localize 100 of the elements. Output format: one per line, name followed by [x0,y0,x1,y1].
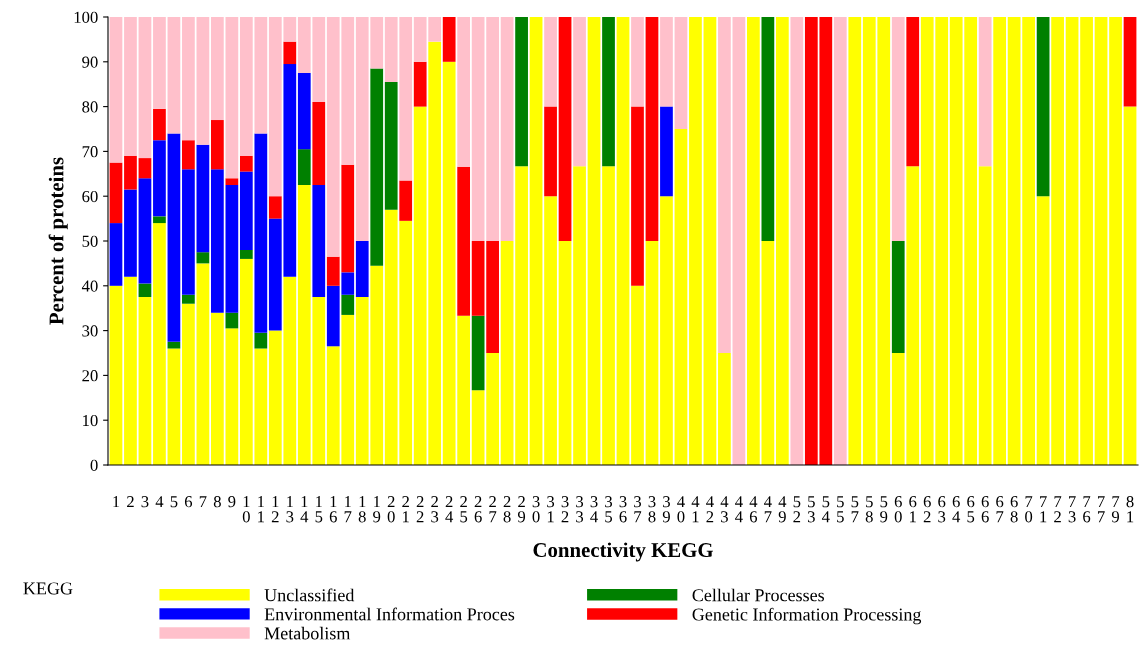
x-tick-label: 27 [489,496,497,523]
bar [124,155,137,190]
bar [674,17,688,129]
x-tick-label: 58 [865,496,873,523]
bar [833,17,847,465]
x-tick-label: 40 [677,496,685,523]
x-tick-label: 1 [113,496,120,508]
bar [500,241,514,465]
x-tick-label: 22 [416,496,424,523]
x-tick-label: 19 [373,496,381,523]
bar [124,276,137,465]
y-tick-label: 100 [74,11,98,23]
bar [732,17,746,465]
x-tick-label: 13 [286,496,294,523]
bar [631,106,644,286]
x-tick-label: 18 [358,496,366,523]
x-tick-label: 26 [474,496,482,523]
x-tick-label: 7 [199,496,207,508]
x-tick-label: 25 [460,496,468,523]
bar [153,108,166,141]
bar [573,166,586,465]
bar [297,149,311,185]
x-tick-label: 76 [1083,496,1091,523]
x-tick-label: 21 [402,496,409,523]
y-tick-label: 90 [82,56,98,68]
bar [631,285,644,465]
bar [153,17,166,109]
x-tick-label: 61 [909,496,917,523]
bar [660,17,673,107]
bar [906,17,920,167]
bar [978,17,992,167]
x-tick-label: 16 [329,496,337,523]
x-tick-label: 55 [837,496,844,523]
x-tick-label: 35 [605,496,613,523]
bar [239,155,253,172]
x-tick-label: 60 [894,496,902,523]
bar [254,332,268,349]
bar [211,120,224,170]
bar [645,17,659,241]
bar [138,178,152,284]
y-tick-label: 80 [82,101,98,113]
bar [413,61,427,107]
bar [602,17,615,167]
bar [109,17,123,163]
bar [225,178,239,185]
x-tick-label: 15 [315,496,323,523]
legend-label: Metabolism [264,626,351,640]
x-tick-label: 30 [532,496,540,523]
x-tick-label: 66 [981,496,989,523]
x-tick-label: 1 2 [271,496,279,523]
x-tick-label: 37 [634,496,642,523]
bar [544,17,557,107]
x-tick-label: 65 [967,496,975,523]
bar [616,17,630,465]
bar [1036,17,1050,197]
x-tick-label: 17 [344,496,352,523]
bar [544,106,557,197]
bar [689,17,702,465]
bar [196,17,210,145]
legend-label: Genetic Information Processing [692,607,922,625]
x-tick-label: 23 [431,496,439,523]
bar [1036,196,1050,465]
x-tick-label: 49 [778,496,787,523]
bar [645,241,659,465]
bar [471,315,485,391]
bar [124,17,137,156]
x-tick-label: 2 [127,496,134,508]
y-tick-label: 50 [82,235,98,247]
legend-label: Cellular Processes [692,588,825,602]
x-tick-label: 20 [387,496,395,523]
y-tick-label: 40 [81,280,98,292]
x-tick-label: 71 [1040,496,1047,523]
x-tick-label: 39 [662,496,670,523]
bar [312,102,326,185]
bar [370,68,384,266]
bar [587,17,601,465]
x-tick-label: 28 [503,496,511,523]
bar [153,223,166,465]
y-axis-title: Percent of proteins [48,157,68,325]
bar [182,140,195,170]
bar [457,166,471,316]
x-tick-label: 9 [228,496,236,508]
x-tick-label: 6 7 [996,496,1004,523]
x-tick-label: 6 [184,496,193,508]
bar [775,17,789,465]
x-tick-label: 47 [764,496,772,523]
bar [109,223,123,286]
bar [660,106,673,197]
y-tick-label: 20 [82,370,98,382]
x-tick-label: 3 [141,496,149,508]
bar [544,196,557,465]
bar [341,294,355,315]
x-tick-label: 3 4 [590,496,598,523]
bar [182,17,195,141]
x-tick-label: 31 [547,496,555,523]
bar [573,17,586,167]
bar [718,353,731,465]
bar [703,17,717,465]
bar [718,17,731,353]
bar [196,252,210,264]
